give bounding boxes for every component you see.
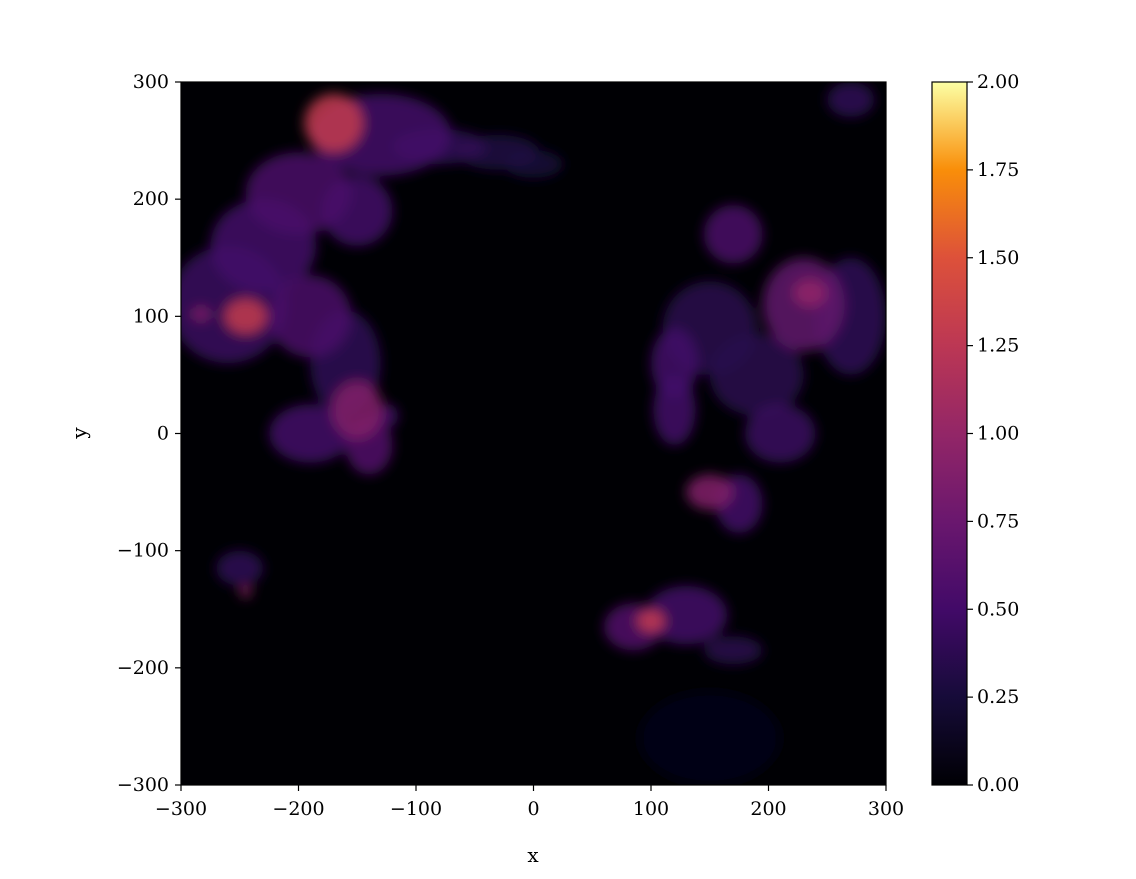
heatmap-cell [331,380,384,440]
y-tick-label: 200 [133,188,169,210]
heatmap-cell [269,275,352,358]
heatmap-cell [239,585,252,598]
x-tick-label: 100 [633,798,669,820]
colorbar-tick-label: 0.00 [977,774,1019,796]
y-axis-ticks: −300 −200 −100 0 100 200 300 [117,71,181,796]
x-tick-label: −100 [390,798,442,820]
colorbar-tick-label: 2.00 [977,71,1019,93]
colorbar-tick-label: 1.75 [977,159,1019,181]
colorbar-tick-label: 1.25 [977,335,1019,357]
y-axis-label: y [67,427,91,440]
heatmap-cell [216,550,264,586]
heatmap-cell [703,636,763,665]
x-tick-label: 0 [527,798,539,820]
y-tick-label: −100 [117,540,169,562]
y-tick-label: −200 [117,657,169,679]
colorbar-tick-label: 1.50 [977,247,1019,269]
heatmap-area [180,81,887,786]
heatmap-cell [686,474,734,510]
heatmap-cell [191,306,211,322]
heatmap-cell [245,152,352,235]
y-tick-label: 300 [133,71,169,93]
heatmap-cell [827,82,875,118]
x-axis-ticks: −300 −200 −100 0 100 200 300 [155,785,904,820]
x-axis-label: x [527,843,539,867]
heatmap-cell [793,278,827,307]
colorbar-tick-label: 0.25 [977,686,1019,708]
x-tick-label: 200 [750,798,786,820]
y-tick-label: 0 [157,423,169,445]
heatmap-cell [653,374,696,446]
heatmap-cell [651,328,698,399]
x-tick-label: −200 [272,798,324,820]
y-tick-label: −300 [117,774,169,796]
colorbar-gradient [931,81,968,786]
heatmap-blobs [181,82,886,785]
colorbar-ticks: 0.00 0.25 0.50 0.75 1.00 1.25 1.50 1.75 2.00 [967,71,1019,796]
y-tick-label: 100 [133,305,169,327]
heatmap-cell [709,333,804,416]
heatmap-cell [269,404,352,463]
x-tick-label: −300 [155,798,207,820]
colorbar: 0.00 0.25 0.50 0.75 1.00 1.25 1.50 1.75 2.00 [931,71,1019,796]
heatmap-cell [703,205,763,264]
colorbar-tick-label: 0.50 [977,598,1019,620]
heatmap-cell [645,585,728,645]
colorbar-tick-label: 1.00 [977,423,1019,445]
heatmap-cell [304,93,364,153]
heatmap-cell [636,609,666,633]
x-tick-label: 300 [868,798,904,820]
heatmap-cell [639,691,781,785]
heatmap-cell [745,404,816,463]
colorbar-tick-label: 0.75 [977,510,1019,532]
heatmap-cell [224,298,267,334]
